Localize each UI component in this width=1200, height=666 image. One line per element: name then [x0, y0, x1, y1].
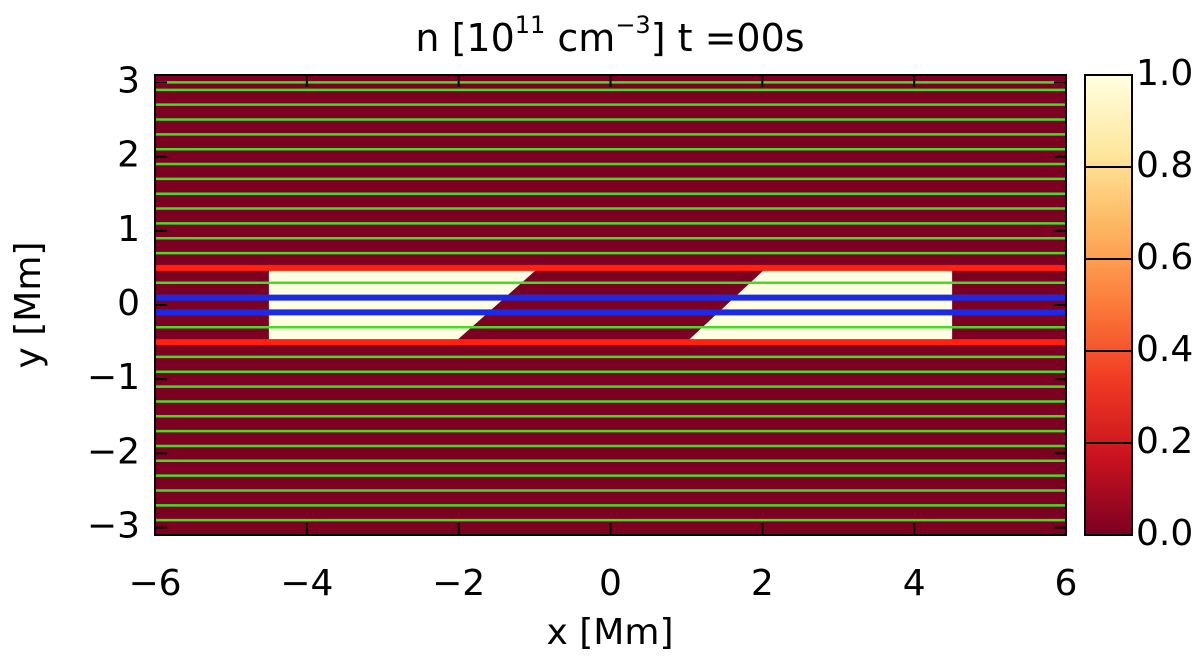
density-region	[268, 267, 539, 343]
y-tick-label: 0	[117, 283, 140, 324]
y-tick-label: −1	[87, 357, 140, 398]
y-tick-label: 3	[117, 60, 140, 101]
x-tick-label: 4	[903, 563, 926, 604]
y-tick-label: 2	[117, 135, 140, 176]
title-part: cm	[545, 16, 615, 60]
x-tick-label: −4	[280, 563, 333, 604]
x-axis-label: x [Mm]	[547, 612, 674, 653]
x-tick-label: 0	[599, 563, 622, 604]
y-tick-label: 1	[117, 209, 140, 250]
colorbar-tick-label: 1.0	[1136, 53, 1193, 94]
colorbar	[1084, 74, 1133, 536]
x-tick-label: −6	[128, 563, 181, 604]
colorbar-tick-label: 0.8	[1136, 145, 1193, 186]
chart-title: n [1011 cm−3] t =00s	[415, 11, 804, 60]
y-tick-label: −2	[87, 431, 140, 472]
x-tick-label: 6	[1055, 563, 1078, 604]
title-part: ] t =00s	[651, 16, 805, 60]
y-axis-label: y [Mm]	[8, 242, 49, 369]
colorbar-tick-label: 0.0	[1136, 513, 1193, 554]
density-region	[686, 267, 953, 343]
y-tick-label: −3	[87, 506, 140, 547]
colorbar-tick-label: 0.2	[1136, 421, 1193, 462]
title-part: 11	[515, 11, 546, 39]
x-tick-label: −2	[432, 563, 485, 604]
x-tick-label: 2	[751, 563, 774, 604]
title-part: n [10	[415, 16, 514, 60]
colorbar-tick-label: 0.4	[1136, 329, 1193, 370]
plot-area	[155, 75, 1066, 535]
colorbar-tick-label: 0.6	[1136, 237, 1193, 278]
title-part: −3	[615, 11, 650, 39]
